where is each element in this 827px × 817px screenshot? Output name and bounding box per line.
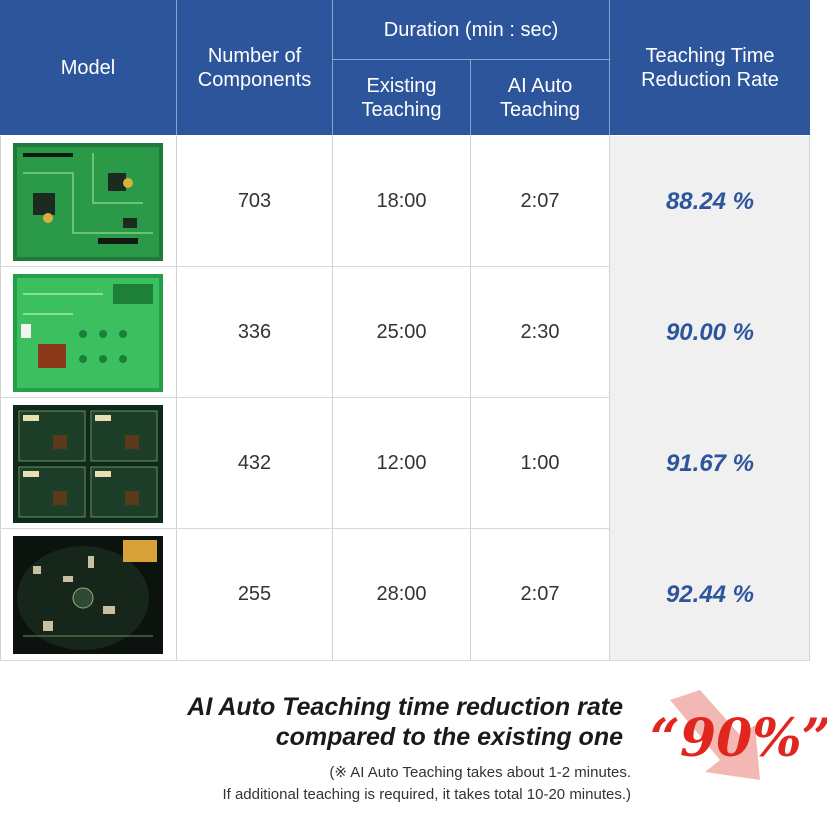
pcb-board-image <box>13 404 163 523</box>
header-model-label: Model <box>60 56 116 79</box>
summary-line1: AI Auto Teaching time reduction rate <box>187 693 623 721</box>
header-components-line1: Number of <box>207 44 302 67</box>
footnote-line2: If additional teaching is required, it t… <box>222 786 631 803</box>
table-row: 336 25:00 2:30 90.00 % <box>0 267 810 398</box>
highlight-percentage: “90%” <box>650 708 827 769</box>
summary-line2: compared to the existing one <box>275 723 623 751</box>
existing-time-cell: 28:00 <box>333 529 470 660</box>
reduction-rate-cell: 90.00 % <box>610 267 810 398</box>
header-ai-line1: AI Auto <box>507 74 573 97</box>
pcb-board-image <box>13 142 163 261</box>
footnote: (※ AI Auto Teaching takes about 1-2 minu… <box>222 762 631 806</box>
header-duration-label: Duration (min : sec) <box>383 18 559 41</box>
components-cell: 336 <box>177 267 332 398</box>
model-image-cell <box>0 136 176 267</box>
ai-time-cell: 1:00 <box>471 398 609 529</box>
ai-time-cell: 2:30 <box>471 267 609 398</box>
pcb-board-image <box>13 273 163 392</box>
header-rate-line2: Reduction Rate <box>641 68 779 91</box>
arrow-down-icon <box>670 690 760 780</box>
header-duration: Duration (min : sec) <box>333 0 609 59</box>
existing-time-cell: 18:00 <box>333 136 470 267</box>
header-ai-line2: Teaching <box>499 98 581 121</box>
header-existing: Existing Teaching <box>333 60 470 135</box>
header-existing-line2: Teaching <box>361 98 442 121</box>
ai-time-cell: 2:07 <box>471 136 609 267</box>
reduction-rate-cell: 92.44 % <box>610 529 810 660</box>
table-row: 255 28:00 2:07 92.44 % <box>0 529 810 660</box>
header-components-line2: Components <box>197 68 312 91</box>
model-image-cell <box>0 529 176 660</box>
model-image-cell <box>0 267 176 398</box>
pcb-board-image <box>13 535 163 654</box>
table-row: 432 12:00 1:00 91.67 % <box>0 398 810 529</box>
header-ai: AI Auto Teaching <box>471 60 609 135</box>
header-components: Number of Components <box>177 0 332 135</box>
components-cell: 703 <box>177 136 332 267</box>
components-cell: 432 <box>177 398 332 529</box>
existing-time-cell: 25:00 <box>333 267 470 398</box>
header-model: Model <box>0 0 176 135</box>
header-existing-line1: Existing <box>366 74 437 97</box>
reduction-rate-cell: 88.24 % <box>610 136 810 267</box>
model-image-cell <box>0 398 176 529</box>
components-cell: 255 <box>177 529 332 660</box>
summary-claim: AI Auto Teaching time reduction rate com… <box>187 692 623 752</box>
ai-time-cell: 2:07 <box>471 529 609 660</box>
header-rate-line1: Teaching Time <box>645 44 775 67</box>
header-rate: Teaching Time Reduction Rate <box>610 0 810 135</box>
footnote-line1: (※ AI Auto Teaching takes about 1-2 minu… <box>329 764 631 781</box>
reduction-rate-cell: 91.67 % <box>610 398 810 529</box>
existing-time-cell: 12:00 <box>333 398 470 529</box>
table-row: 703 18:00 2:07 88.24 % <box>0 136 810 267</box>
